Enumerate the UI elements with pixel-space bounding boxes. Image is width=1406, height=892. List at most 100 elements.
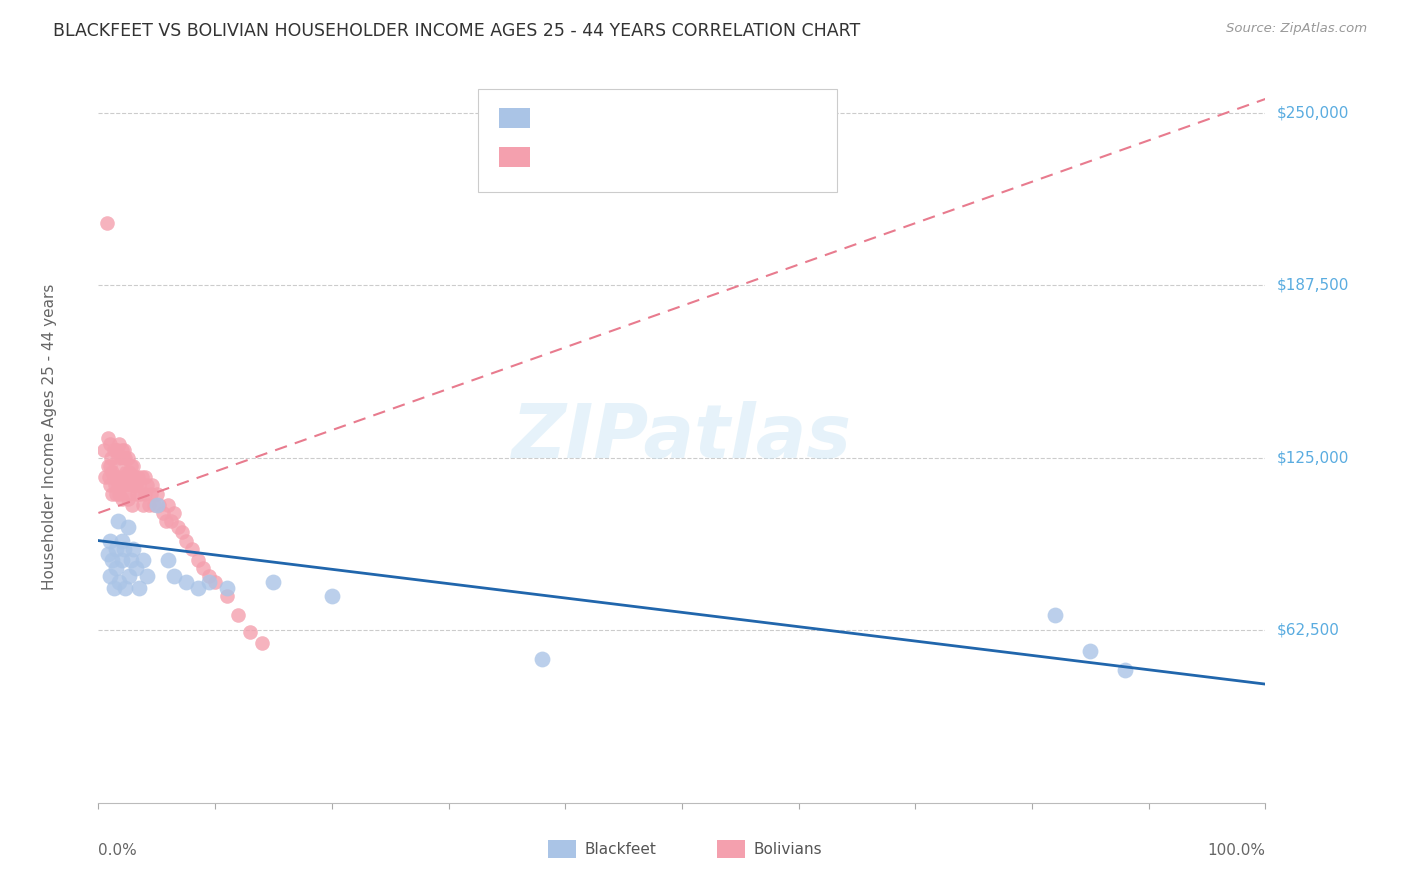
Point (101, 465, 124, 479)
Point (141, 478, 163, 492)
Point (117, 492, 139, 507)
Text: Source: ZipAtlas.com: Source: ZipAtlas.com (1226, 22, 1367, 36)
Point (104, 561, 127, 575)
Point (124, 470, 146, 484)
Point (174, 574, 197, 589)
Point (117, 450, 139, 465)
Point (146, 486, 169, 500)
Point (122, 478, 145, 492)
Point (134, 470, 156, 484)
Point (321, 589, 343, 603)
Text: -0.604: -0.604 (586, 111, 641, 125)
Point (136, 478, 159, 492)
Point (198, 574, 221, 589)
Text: $250,000: $250,000 (1277, 105, 1348, 120)
Point (107, 478, 129, 492)
Point (163, 569, 186, 583)
Text: R =: R = (541, 150, 575, 164)
Point (1114, 663, 1136, 677)
Point (1045, 608, 1067, 623)
Point (122, 541, 145, 556)
Point (115, 465, 138, 479)
Point (103, 581, 125, 595)
Point (262, 574, 284, 589)
Point (97, 432, 120, 446)
Point (172, 525, 194, 540)
Point (114, 581, 136, 595)
Point (97, 458, 120, 473)
Point (1080, 644, 1102, 658)
Point (180, 541, 202, 556)
Text: Blackfeet: Blackfeet (585, 842, 657, 856)
Point (104, 470, 127, 484)
Point (139, 486, 162, 500)
Point (111, 553, 134, 567)
Point (128, 581, 150, 595)
Point (104, 486, 127, 500)
Point (104, 442, 127, 457)
Point (239, 624, 262, 639)
Point (96, 216, 118, 230)
Point (114, 450, 136, 465)
Point (143, 498, 166, 512)
Point (125, 561, 148, 575)
Point (146, 498, 169, 512)
Point (100, 450, 122, 465)
Text: BLACKFEET VS BOLIVIAN HOUSEHOLDER INCOME AGES 25 - 44 YEARS CORRELATION CHART: BLACKFEET VS BOLIVIAN HOUSEHOLDER INCOME… (53, 22, 860, 40)
Text: Bolivians: Bolivians (754, 842, 823, 856)
Point (114, 478, 136, 492)
Point (138, 498, 160, 512)
Point (105, 442, 128, 457)
Point (104, 478, 127, 492)
Point (204, 574, 226, 589)
Point (131, 470, 153, 484)
Point (125, 486, 148, 500)
Point (108, 574, 131, 589)
Point (159, 514, 181, 528)
Point (118, 470, 141, 484)
Point (163, 506, 186, 520)
Point (103, 470, 125, 484)
Point (530, 652, 553, 666)
Point (118, 486, 141, 500)
Point (108, 486, 131, 500)
Point (198, 569, 221, 583)
Point (112, 541, 135, 556)
Point (97, 470, 120, 484)
Text: 0.099: 0.099 (586, 150, 634, 164)
Point (122, 458, 145, 473)
Point (107, 450, 129, 465)
Text: $125,000: $125,000 (1277, 450, 1348, 466)
Point (228, 608, 250, 623)
Point (193, 561, 215, 575)
Point (101, 553, 124, 567)
Point (101, 486, 124, 500)
Point (93, 442, 115, 457)
Text: 34: 34 (707, 111, 728, 125)
Point (120, 478, 142, 492)
Point (215, 581, 238, 595)
Point (105, 470, 128, 484)
Point (98, 437, 121, 451)
Text: ZIPatlas: ZIPatlas (512, 401, 852, 474)
Point (215, 589, 238, 603)
Point (111, 450, 134, 465)
Point (98, 458, 121, 473)
Point (250, 636, 273, 650)
Point (155, 514, 177, 528)
Text: R =: R = (541, 111, 575, 125)
Point (132, 553, 155, 567)
Point (125, 478, 148, 492)
Point (187, 581, 209, 595)
Point (157, 553, 180, 567)
Text: 81: 81 (707, 150, 728, 164)
Point (107, 514, 129, 528)
Point (112, 442, 135, 457)
Point (132, 498, 155, 512)
Point (187, 553, 209, 567)
Point (117, 520, 139, 534)
Point (111, 442, 134, 457)
Point (97, 548, 120, 562)
Point (148, 498, 170, 512)
Point (120, 458, 142, 473)
